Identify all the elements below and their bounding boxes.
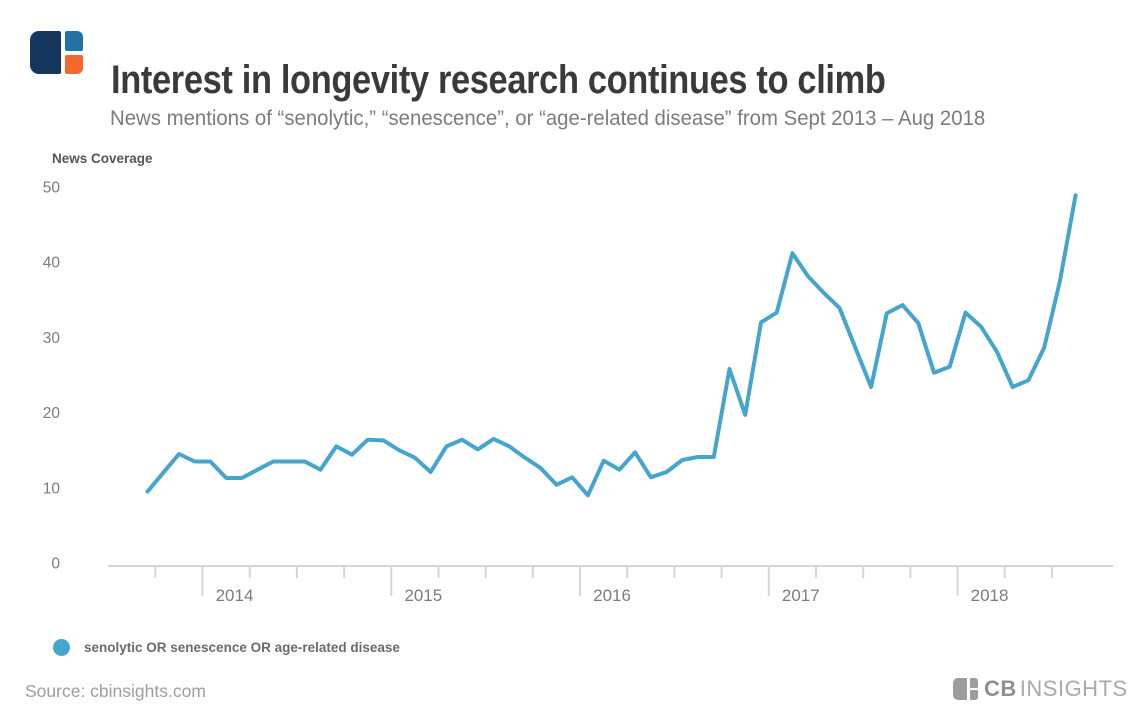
trend-line [145,193,1078,498]
gray-logo-right-column [969,678,978,700]
y-axis-tick-label: 0 [51,556,60,573]
x-axis-year-label: 2016 [593,586,631,605]
source-text: Source: cbinsights.com [25,681,206,701]
brand-cb-text: CB [984,676,1017,701]
logo-navy-block [30,31,61,74]
x-axis-year-label: 2015 [404,586,442,605]
gray-logo-top-block [969,678,978,688]
footer-brand: CB INSIGHTS [953,676,1128,702]
legend-label: senolytic OR senescence OR age-related d… [84,640,400,655]
cbinsights-logo-gray-icon [953,678,978,700]
logo-right-column [65,31,83,74]
logo-orange-block [65,54,83,74]
x-axis-year-label: 2017 [782,586,820,605]
y-axis-tick-label: 40 [43,255,61,272]
gray-logo-left-block [953,678,967,700]
y-axis-title: News Coverage [52,151,153,166]
x-axis-year-label: 2018 [971,586,1009,605]
logo-blue-block [65,31,83,51]
y-axis-tick-label: 50 [43,180,61,197]
page-subtitle: News mentions of “senolytic,” “senescenc… [110,107,986,130]
page-title: Interest in longevity research continues… [111,57,886,102]
brand-insights-text: INSIGHTS [1019,676,1128,701]
gray-logo-bottom-block [969,690,978,700]
y-axis-tick-label: 20 [43,405,61,422]
legend: senolytic OR senescence OR age-related d… [53,639,400,656]
legend-marker-icon [53,639,70,656]
x-axis-year-label: 2014 [216,586,254,605]
y-axis-tick-label: 10 [43,480,61,497]
y-axis-tick-label: 30 [43,330,61,347]
cbinsights-logo-icon [30,31,83,74]
